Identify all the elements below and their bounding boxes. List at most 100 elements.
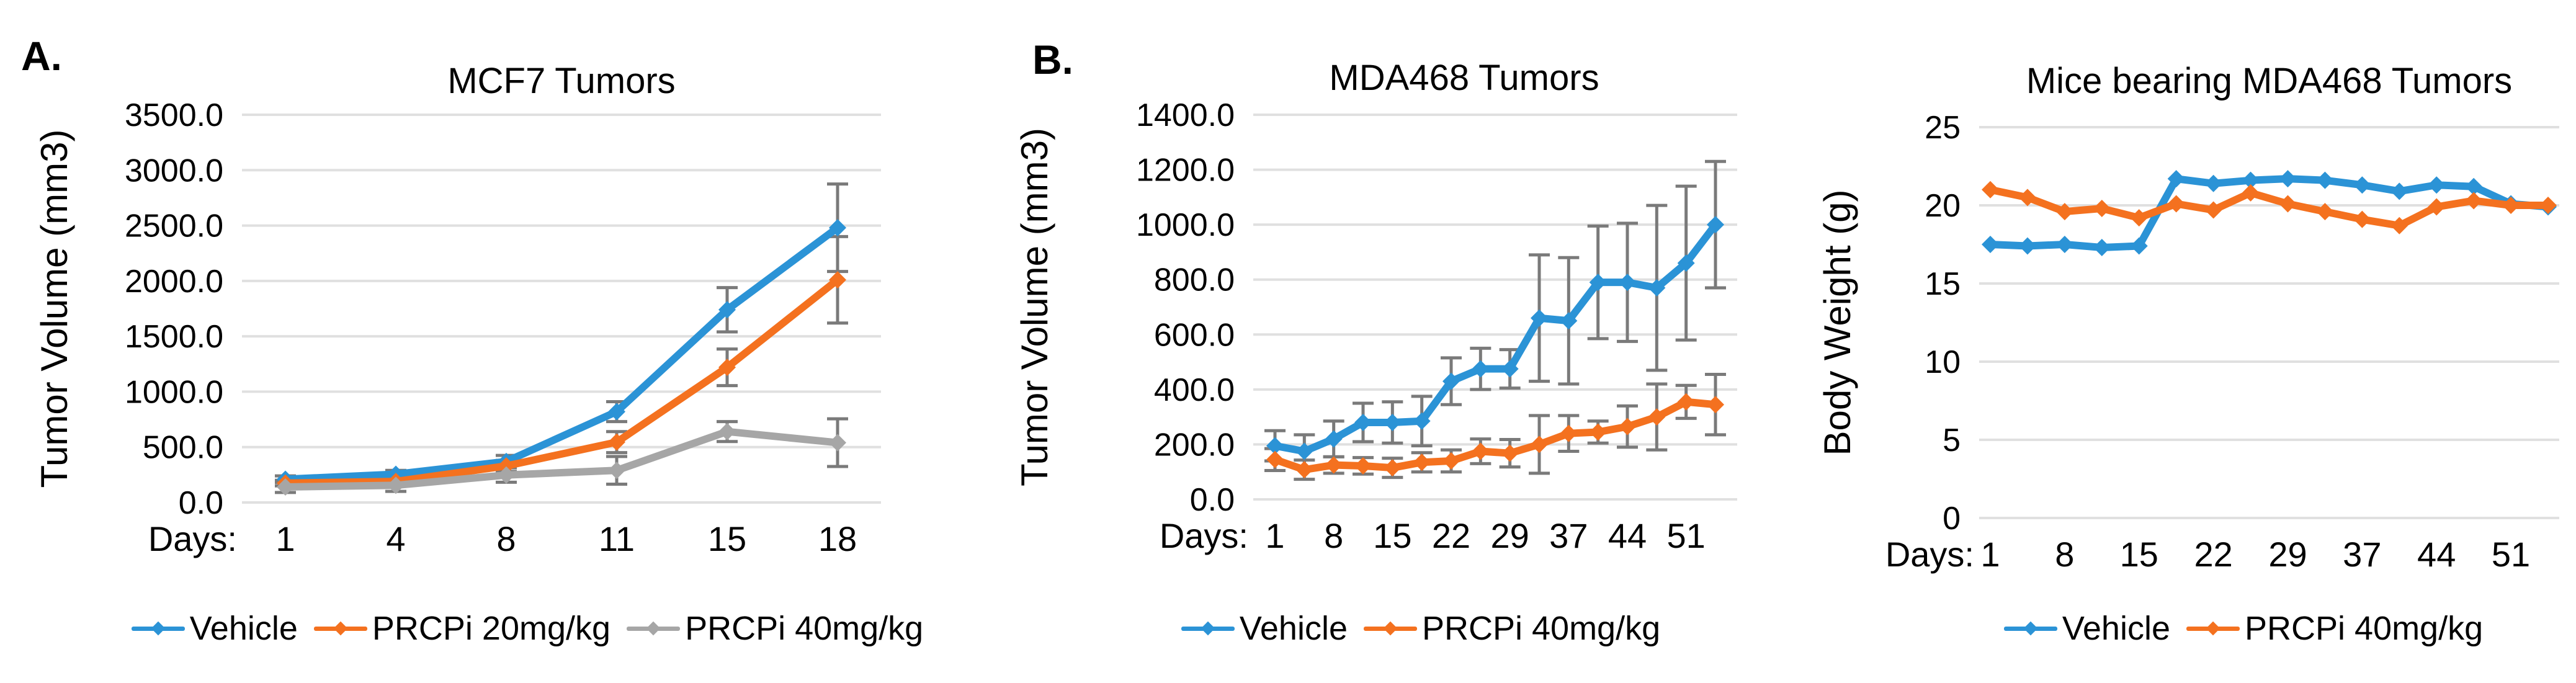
data-point-marker <box>1560 312 1578 330</box>
y-axis-tick-label: 1000.0 <box>125 374 223 410</box>
data-point-marker <box>2093 200 2111 218</box>
legend-item: PRCPi 40mg/kg <box>627 609 923 648</box>
data-point-marker <box>1354 414 1372 431</box>
legend-series-marker-icon <box>627 621 681 636</box>
data-point-marker <box>2018 237 2036 255</box>
x-axis-tick-label: 8 <box>496 519 516 558</box>
data-point-marker <box>829 434 846 452</box>
x-axis-tick-label: 8 <box>2055 535 2074 574</box>
x-axis-tick-label: 44 <box>2417 535 2456 574</box>
legend-series-marker-icon <box>2003 621 2057 636</box>
x-axis-tick-label: 1 <box>275 519 295 558</box>
data-point-marker <box>1560 424 1578 442</box>
data-point-marker <box>1266 450 1284 468</box>
data-point-marker <box>1442 372 1460 390</box>
legend-item: Vehicle <box>1181 609 1348 648</box>
y-axis-tick-label: 800.0 <box>1154 262 1235 298</box>
data-point-marker <box>277 478 294 496</box>
data-point-marker <box>1677 254 1695 272</box>
y-axis-tick-label: 0.0 <box>1190 482 1235 518</box>
y-axis-tick-label: 1400.0 <box>1136 97 1235 133</box>
x-axis-tick-label: 1 <box>1980 535 2000 574</box>
x-axis-tick-label: 37 <box>2343 535 2381 574</box>
data-point-marker <box>1384 459 1402 477</box>
data-point-marker <box>1413 412 1431 430</box>
chart-title: MDA468 Tumors <box>1329 58 1599 98</box>
series-line-prcpi-20mg-kg <box>282 276 841 487</box>
data-point-marker <box>2204 201 2222 219</box>
data-point-marker <box>1589 274 1607 292</box>
legend-item: Vehicle <box>131 609 298 648</box>
data-point-marker <box>2130 209 2148 227</box>
data-point-marker <box>1472 360 1490 378</box>
data-point-marker <box>718 359 736 377</box>
data-point-marker <box>2316 203 2334 221</box>
data-point-marker <box>718 422 736 440</box>
data-point-marker <box>718 301 736 319</box>
y-axis-tick-label: 1200.0 <box>1136 153 1235 189</box>
legend-label: PRCPi 20mg/kg <box>372 610 611 647</box>
data-point-marker <box>1295 461 1313 479</box>
y-axis-tick-label: 1000.0 <box>1136 207 1235 243</box>
data-point-marker <box>2428 198 2446 216</box>
x-axis-tick-label: 18 <box>818 519 857 558</box>
legend-item: PRCPi 20mg/kg <box>313 609 611 648</box>
panel-mcf7-tumors: 0.0 500.0 1000.0 1500.0 2000.0 2500.0 3000.0 35… <box>19 0 968 683</box>
data-point-marker <box>2093 239 2111 257</box>
legend: Vehicle PRCPi 20mg/kg PRCPi 40mg/kg <box>53 600 1002 656</box>
data-point-marker <box>2018 189 2036 207</box>
data-point-marker <box>2428 176 2446 194</box>
data-point-marker <box>498 466 515 484</box>
chart-mda468: 0.0 200.0 400.0 600.0 800.0 1000.0 1200.0 1400.… <box>1014 58 1737 555</box>
data-point-marker <box>1707 396 1724 414</box>
data-point-marker <box>2279 170 2297 188</box>
data-point-marker <box>1384 414 1402 431</box>
data-point-marker <box>2242 184 2260 202</box>
series-line-prcpi-40mg-kg <box>1987 185 2552 230</box>
panel-mda468-tumors: 0.0 200.0 400.0 600.0 800.0 1000.0 1200.0 1400.… <box>993 0 1812 683</box>
chart-title: Mice bearing MDA468 Tumors <box>2026 61 2512 101</box>
legend-label: PRCPi 40mg/kg <box>2244 610 2484 647</box>
y-axis-tick-label: 2000.0 <box>125 264 223 300</box>
y-axis-tick-label: 1500.0 <box>125 319 223 355</box>
data-point-marker <box>2055 236 2073 253</box>
legend-label: Vehicle <box>1239 610 1348 647</box>
legend-item: PRCPi 40mg/kg <box>1363 609 1660 648</box>
series-line-vehicle <box>282 224 841 483</box>
legend-item: Vehicle <box>2003 609 2170 648</box>
data-point-marker <box>498 457 515 475</box>
chart-title: MCF7 Tumors <box>447 61 675 101</box>
data-point-marker <box>2167 170 2185 188</box>
x-axis-tick-label: 44 <box>1608 516 1647 555</box>
legend: Vehicle PRCPi 40mg/kg <box>1011 600 1830 656</box>
legend-label: Vehicle <box>189 610 298 647</box>
y-axis-tick-label: 10 <box>1925 344 1961 380</box>
legend: Vehicle PRCPi 40mg/kg <box>1855 600 2576 656</box>
data-point-marker <box>1648 408 1666 426</box>
chart-mcf7: 0.0 500.0 1000.0 1500.0 2000.0 2500.0 3000.0 35… <box>34 61 881 558</box>
panel-label-a: A. <box>21 33 62 79</box>
data-point-marker <box>1501 360 1519 378</box>
data-point-marker <box>1501 444 1519 462</box>
data-point-marker <box>2130 237 2148 255</box>
y-axis-tick-label: 200.0 <box>1154 427 1235 463</box>
data-point-marker <box>608 433 625 451</box>
x-axis-tick-label: 15 <box>708 519 746 558</box>
legend-series-marker-icon <box>313 621 367 636</box>
data-point-marker <box>608 403 625 421</box>
x-axis-tick-label: 22 <box>2194 535 2232 574</box>
data-point-marker <box>1413 453 1431 471</box>
data-point-marker <box>387 476 405 494</box>
y-axis-tick-label: 0 <box>1943 501 1961 537</box>
panel-label-b: B. <box>1032 37 1073 83</box>
data-point-marker <box>1677 393 1695 411</box>
x-axis-tick-label: 51 <box>1667 516 1706 555</box>
y-axis-tick-label: 25 <box>1925 110 1961 146</box>
data-point-marker <box>2204 174 2222 192</box>
y-axis-tick-label: 0.0 <box>179 485 223 521</box>
data-point-marker <box>2353 210 2371 228</box>
legend-label: Vehicle <box>2062 610 2170 647</box>
x-axis-tick-label: 37 <box>1549 516 1588 555</box>
y-axis-title: Body Weight (g) <box>1817 189 1858 455</box>
y-axis-tick-label: 400.0 <box>1154 372 1235 408</box>
